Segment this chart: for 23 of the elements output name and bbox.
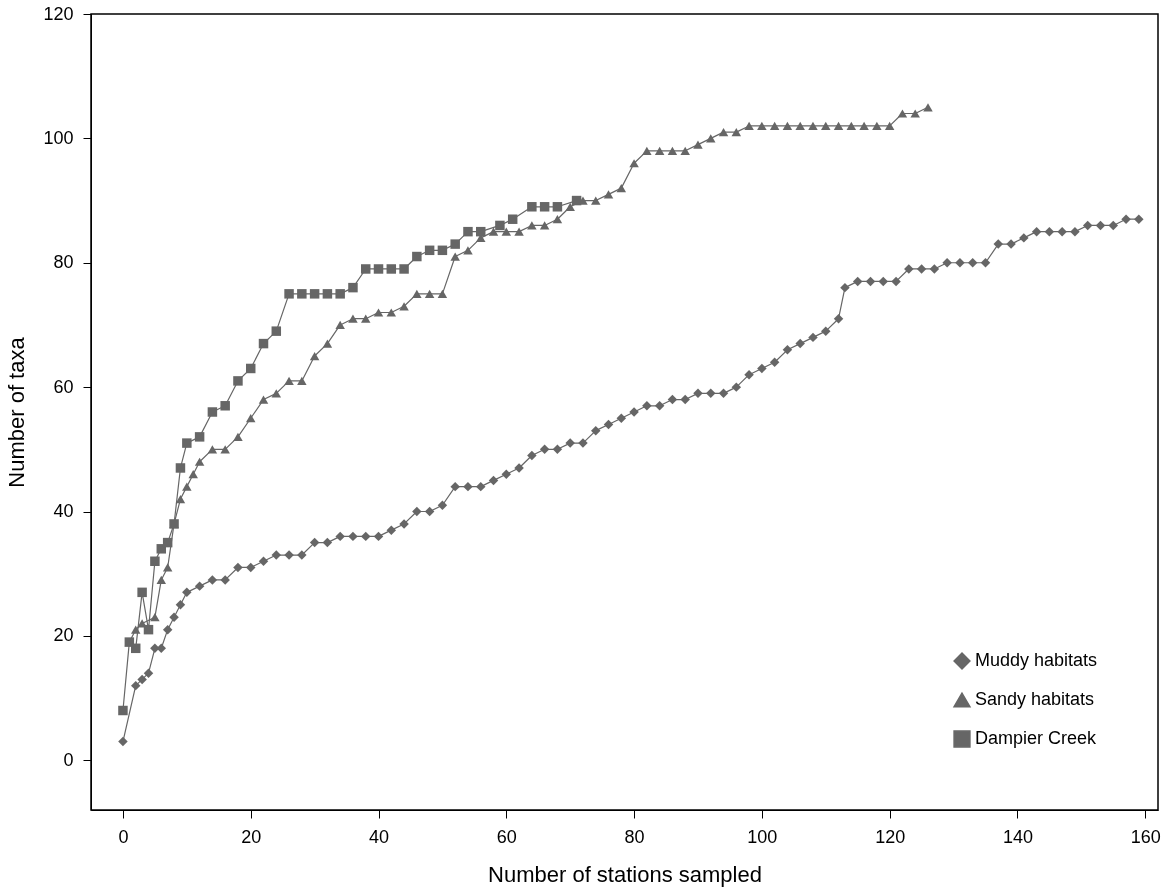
x-tick-label: 120 [875, 826, 906, 847]
x-tick-label: 20 [241, 826, 262, 847]
legend-label: Muddy habitats [975, 650, 1098, 670]
point [169, 519, 179, 529]
x-tick-label: 160 [1130, 826, 1161, 847]
x-tick-label: 100 [747, 826, 778, 847]
y-tick-label: 100 [43, 127, 74, 148]
legend-label: Sandy habitats [975, 689, 1095, 709]
x-tick-label: 0 [118, 826, 129, 847]
legend-label: Dampier Creek [975, 728, 1098, 748]
x-axis-title: Number of stations sampled [488, 861, 762, 887]
x-tick-label: 40 [369, 826, 390, 847]
y-tick-label: 0 [63, 749, 74, 770]
y-tick-label: 120 [43, 3, 74, 24]
y-axis-title: Number of taxa [4, 336, 30, 488]
x-tick-label: 140 [1002, 826, 1033, 847]
y-tick-label: 40 [53, 501, 74, 521]
y-tick-label: 80 [53, 252, 74, 273]
x-tick-label: 80 [624, 826, 645, 847]
x-tick-label: 60 [496, 826, 517, 847]
y-tick-label: 20 [53, 625, 74, 646]
point [124, 637, 135, 647]
y-tick-label: 60 [53, 376, 74, 397]
